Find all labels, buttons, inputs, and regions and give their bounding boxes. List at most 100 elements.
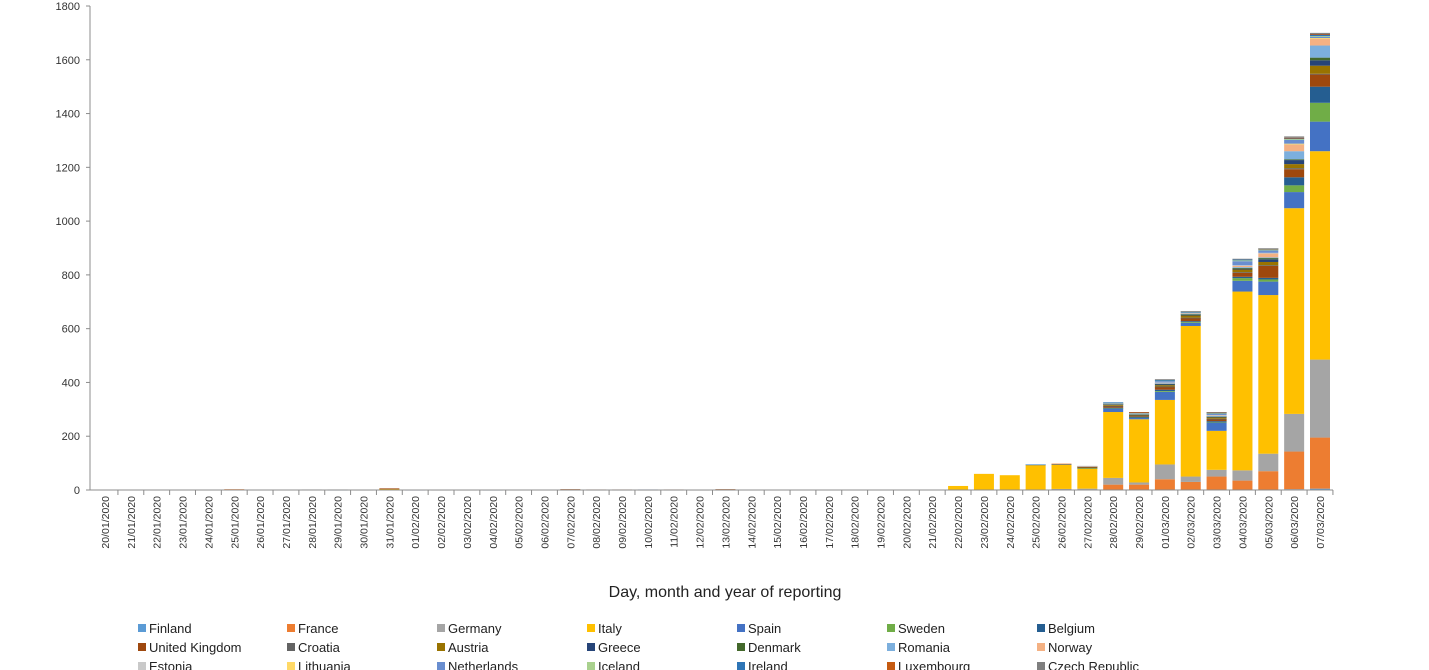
bar-segment-croatia — [1258, 265, 1279, 267]
bar-segment-spain — [1206, 422, 1227, 431]
legend-label: Croatia — [298, 640, 341, 655]
bar-segment-ireland — [1232, 259, 1253, 261]
x-tick-label: 01/02/2020 — [410, 496, 422, 549]
bar-segment-ireland — [1154, 380, 1175, 381]
bar-segment-norway — [1232, 265, 1253, 268]
legend-swatch — [138, 643, 146, 651]
bars-layer — [224, 32, 1330, 491]
bar-segment-romania — [1206, 416, 1227, 417]
bar-segment-greece — [1180, 314, 1201, 316]
bar-segment-croatia — [1310, 73, 1330, 75]
legend: Finland France Germany Italy Spain Sweden Belg… — [138, 621, 1140, 670]
y-tick-label: 0 — [74, 485, 80, 497]
x-tick-label: 07/02/2020 — [565, 496, 577, 549]
legend-swatch — [1037, 662, 1045, 670]
bar-segment-romania — [1180, 313, 1201, 315]
bar-segment-netherlands — [1180, 312, 1201, 314]
bar-segment-austria — [1310, 65, 1330, 74]
bar-segment-ireland — [1284, 138, 1305, 140]
bar-segment-germany — [1206, 469, 1227, 477]
bar-segment-germany — [1284, 413, 1305, 452]
bar-segment-sweden — [1284, 185, 1305, 193]
bar-segment-norway — [1310, 38, 1330, 46]
x-tick-label: 04/03/2020 — [1237, 496, 1249, 549]
bar-segment-austria — [1180, 315, 1201, 318]
bar-segment-belgium — [1310, 86, 1330, 103]
bar-segment-sweden — [1154, 391, 1175, 392]
legend-swatch — [887, 624, 895, 632]
bar-segment-romania — [1258, 257, 1279, 259]
x-tick-label: 29/01/2020 — [333, 496, 345, 549]
bar-segment-romania — [1154, 383, 1175, 385]
legend-label: Austria — [448, 640, 489, 655]
bar-segment-romania — [1284, 151, 1305, 160]
bar-segment-netherlands — [1284, 139, 1305, 144]
bar-segment-italy — [1284, 208, 1305, 414]
bar-segment-norway — [1284, 144, 1305, 152]
x-tick-label: 13/02/2020 — [720, 496, 732, 549]
bar-segment-denmark — [1180, 314, 1201, 315]
bar-segment-romania — [1310, 45, 1330, 58]
bar-segment-united-kingdom — [1103, 406, 1124, 408]
y-tick-label: 1800 — [56, 1, 80, 13]
x-tick-label: 11/02/2020 — [669, 496, 681, 548]
bar-segment-iceland — [1310, 36, 1330, 37]
x-axis: 20/01/2020 21/01/2020 22/01/2020 23/01/2020… — [90, 489, 1334, 549]
x-tick-label: 05/03/2020 — [1263, 496, 1275, 549]
bar-segment-france — [1310, 437, 1330, 489]
legend-swatch — [737, 643, 745, 651]
x-tick-label: 29/02/2020 — [1134, 496, 1146, 549]
x-tick-label: 04/02/2020 — [488, 496, 500, 549]
legend-label: Greece — [598, 640, 641, 655]
x-tick-label: 10/02/2020 — [643, 496, 655, 549]
bar-segment-france — [1284, 451, 1305, 490]
legend-swatch — [737, 624, 745, 632]
bar-segment-czech-republic — [1154, 379, 1175, 381]
legend-label: United Kingdom — [149, 640, 242, 655]
legend-label: Netherlands — [448, 659, 519, 670]
bar-segment-united-kingdom — [1154, 387, 1175, 390]
legend-label: Czech Republic — [1048, 659, 1140, 670]
y-tick-label: 1200 — [56, 162, 80, 174]
bar-segment-germany — [1077, 488, 1098, 490]
bar-segment-italy — [973, 473, 994, 490]
bar-segment-estonia — [1258, 252, 1279, 254]
x-tick-label: 31/01/2020 — [384, 496, 396, 549]
bar-segment-sweden — [1232, 278, 1253, 281]
bar-segment-austria — [1103, 405, 1124, 406]
x-tick-label: 27/02/2020 — [1082, 496, 1094, 549]
bar-segment-greece — [1258, 259, 1279, 262]
bar-segment-romania — [1232, 267, 1253, 268]
bar-segment-italy — [1154, 399, 1175, 465]
bar-segment-iceland — [1232, 260, 1253, 262]
x-axis-title: Day, month and year of reporting — [609, 584, 842, 601]
x-tick-label: 26/01/2020 — [255, 496, 267, 549]
y-tick-label: 1400 — [56, 109, 80, 121]
bar-segment-estonia — [1180, 312, 1201, 314]
legend-label: Luxembourg — [898, 659, 970, 670]
legend-swatch — [1037, 624, 1045, 632]
bar-segment-sweden — [1310, 102, 1330, 122]
legend-label: Ireland — [748, 659, 788, 670]
y-tick-label: 1000 — [56, 216, 80, 228]
x-tick-label: 27/01/2020 — [281, 496, 293, 549]
bar-segment-spain — [1180, 322, 1201, 326]
x-tick-label: 01/03/2020 — [1160, 496, 1172, 549]
bar-segment-greece — [1232, 268, 1253, 270]
x-tick-label: 06/03/2020 — [1289, 496, 1301, 549]
bar-segment-luxembourg — [1129, 412, 1150, 413]
x-tick-label: 20/01/2020 — [100, 496, 112, 549]
y-tick-label: 1600 — [56, 55, 80, 67]
bar-segment-italy — [1180, 325, 1201, 477]
legend-swatch — [138, 662, 146, 670]
x-tick-label: 19/02/2020 — [876, 496, 888, 549]
bar-segment-germany — [1310, 359, 1330, 438]
bar-segment-france — [1154, 479, 1175, 490]
bar-segment-sweden — [1258, 279, 1279, 282]
bar-segment-belgium — [1232, 276, 1253, 279]
x-tick-label: 14/02/2020 — [746, 496, 758, 549]
bar-segment-czech-republic — [1284, 136, 1305, 138]
bar-segment-netherlands — [1232, 261, 1253, 266]
bar-segment-italy — [1206, 430, 1227, 470]
y-tick-label: 600 — [62, 324, 80, 336]
